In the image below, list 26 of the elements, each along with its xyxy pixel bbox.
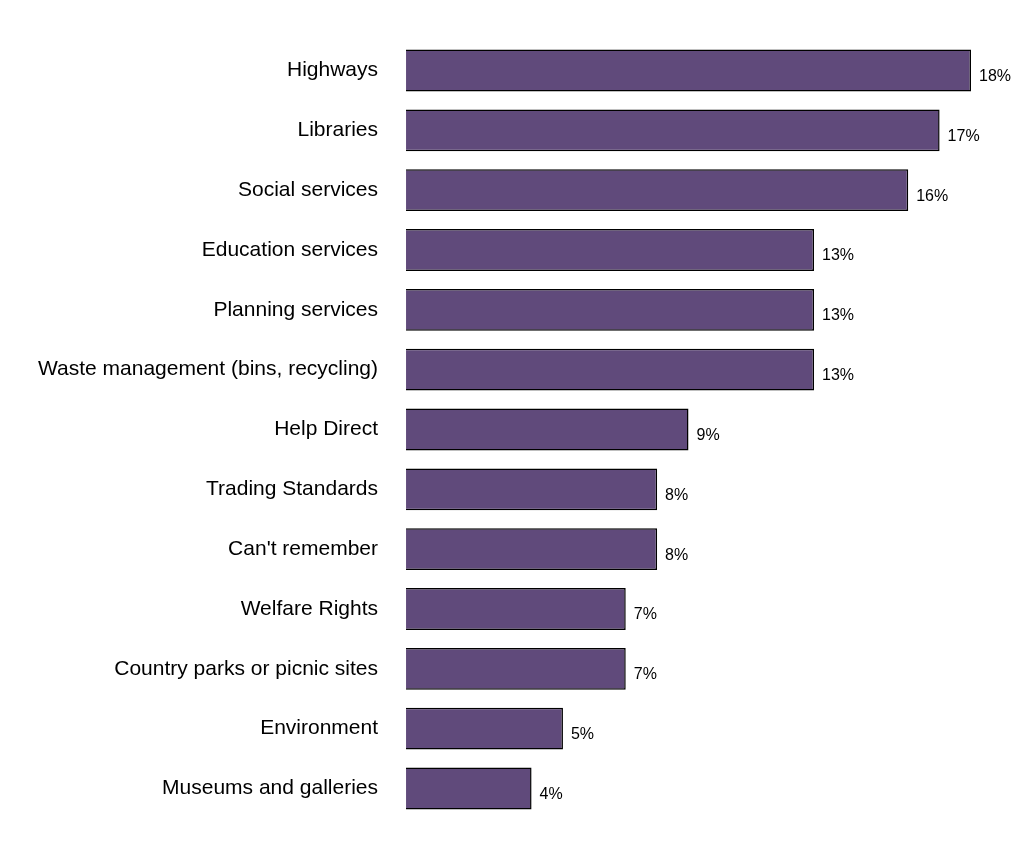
data-label: 8% bbox=[665, 485, 689, 503]
y-tick-label: Museums and galleries bbox=[162, 775, 379, 799]
y-tick-label: Country parks or picnic sites bbox=[114, 655, 379, 679]
data-label: 4% bbox=[539, 784, 563, 802]
data-label: 7% bbox=[633, 665, 657, 683]
y-tick-label: Can't remember bbox=[228, 535, 379, 559]
y-tick-label: Welfare Rights bbox=[240, 595, 379, 619]
y-tick-label: Social services bbox=[237, 176, 379, 200]
y-tick-label: Libraries bbox=[297, 117, 379, 141]
y-tick-label: Waste management (bins, recycling) bbox=[37, 356, 379, 380]
data-label: 13% bbox=[822, 306, 855, 324]
data-label: 7% bbox=[633, 605, 657, 623]
data-label: 16% bbox=[916, 186, 949, 204]
data-label: 5% bbox=[570, 725, 595, 743]
data-label: 17% bbox=[947, 126, 980, 144]
y-tick-label: Trading Standards bbox=[206, 476, 379, 500]
data-label: 8% bbox=[665, 545, 689, 563]
y-tick-label: Help Direct bbox=[274, 416, 379, 440]
data-label: 13% bbox=[822, 366, 855, 384]
y-tick-label: Planning services bbox=[213, 296, 379, 320]
y-tick-label: Highways bbox=[286, 57, 379, 81]
y-tick-label: Education services bbox=[201, 236, 379, 260]
data-label: 18% bbox=[979, 66, 1012, 84]
data-label: 9% bbox=[696, 425, 720, 443]
data-label: 13% bbox=[822, 246, 855, 264]
y-tick-label: Environment bbox=[260, 715, 379, 739]
